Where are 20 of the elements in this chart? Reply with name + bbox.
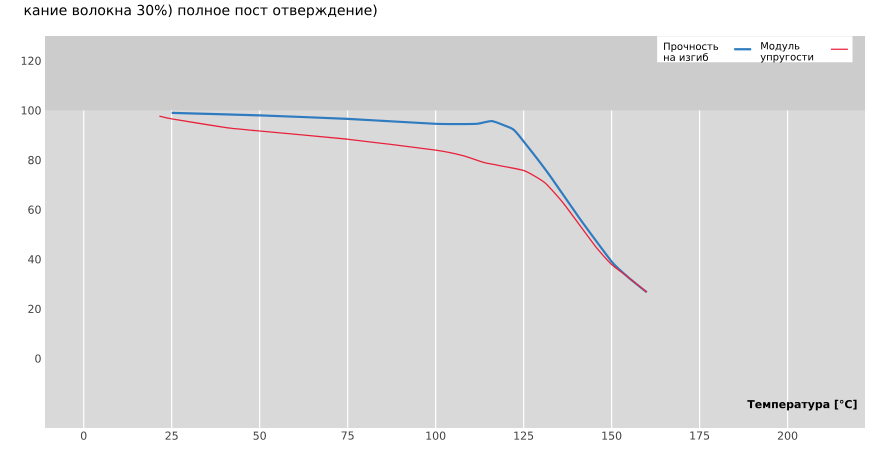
chart-title: кание волокна 30%) полное пост отверждение) (24, 4, 377, 18)
y-tick-label: 120 (22, 56, 41, 65)
legend-label: Прочность на изгиб (664, 42, 718, 62)
y-tick-label: 80 (28, 156, 41, 164)
y-tick-label: 20 (28, 304, 41, 314)
x-tick-label: 100 (426, 432, 446, 440)
x-tick-label: 50 (254, 432, 266, 440)
y-tick-label: 100 (22, 106, 41, 115)
x-tick-label: 125 (514, 432, 534, 440)
x-tick-label: 150 (602, 432, 622, 440)
x-tick-label: 200 (778, 432, 798, 440)
legend-label: Модуль упругости (760, 42, 814, 62)
x-tick-label: 175 (690, 432, 710, 440)
x-tick-label: 0 (80, 432, 86, 440)
y-tick-label: 40 (28, 255, 41, 264)
x-axis-title: Температура [°C] (747, 400, 857, 410)
x-tick-label: 25 (166, 432, 178, 440)
y-tick-label: 60 (28, 206, 41, 214)
y-tick-label: 0 (35, 354, 41, 363)
x-tick-label: 75 (342, 432, 354, 440)
